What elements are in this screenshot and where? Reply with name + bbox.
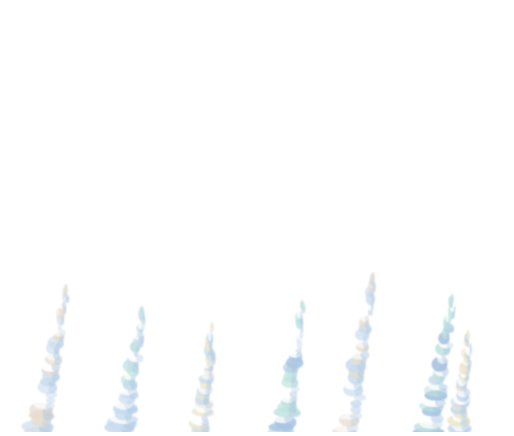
crystal-facet	[453, 306, 456, 313]
crystal-facet	[62, 301, 66, 310]
crystal-tip	[64, 284, 68, 294]
crystal-facet	[365, 327, 372, 335]
crystal-facet	[59, 335, 65, 342]
crystal-facet	[350, 400, 363, 408]
crystal-facet	[446, 342, 454, 349]
crystal-facet	[140, 335, 145, 344]
crystal-facet	[58, 323, 62, 332]
crystal-column-4	[267, 300, 306, 436]
crystal-column-1	[21, 284, 70, 436]
crystal-facet	[446, 331, 450, 340]
crystal-facet	[66, 296, 70, 304]
crystal-facet	[367, 308, 373, 316]
crystal-tip	[140, 306, 144, 316]
crystal-column-7	[447, 330, 473, 436]
crystal-facet	[59, 329, 66, 337]
crystal-facet	[362, 332, 370, 341]
crystal-facet	[449, 326, 455, 334]
crystal-facet	[300, 311, 303, 319]
crystal-tip	[450, 294, 454, 304]
crystal-tip	[300, 300, 304, 310]
crystal-facet	[48, 384, 58, 394]
crystal-facet	[51, 374, 60, 382]
crystal-column-2	[104, 306, 146, 436]
crystal-facet	[443, 358, 449, 365]
crystal-facet	[364, 315, 370, 322]
crystal-column-5	[332, 272, 376, 436]
crystal-columns-group	[21, 272, 473, 436]
crystal-facet	[136, 354, 144, 363]
crystal-facet	[469, 343, 472, 352]
crystal-facet	[303, 306, 306, 314]
crystal-facet	[370, 295, 375, 306]
crystal-facet	[438, 383, 448, 391]
crystal-facet	[446, 320, 450, 330]
crystal-facet	[45, 402, 55, 410]
crystal-facet	[45, 397, 56, 404]
crystal-facet	[295, 360, 304, 369]
crystal-facet	[350, 405, 362, 415]
crystal-tip	[466, 330, 470, 340]
crystal-facet	[296, 356, 303, 364]
crystal-facet	[127, 397, 136, 405]
crystal-facet	[42, 418, 52, 427]
crystal-column-3	[188, 322, 216, 436]
crystal-facet	[56, 340, 64, 349]
crystal-facet	[360, 350, 370, 360]
crystal-tip	[210, 322, 214, 332]
crystal-column-6	[412, 294, 456, 436]
crystal-facet	[443, 346, 451, 356]
crystal-facet	[364, 320, 370, 329]
crystal-tip	[371, 272, 375, 282]
crystal-facet	[48, 380, 56, 387]
